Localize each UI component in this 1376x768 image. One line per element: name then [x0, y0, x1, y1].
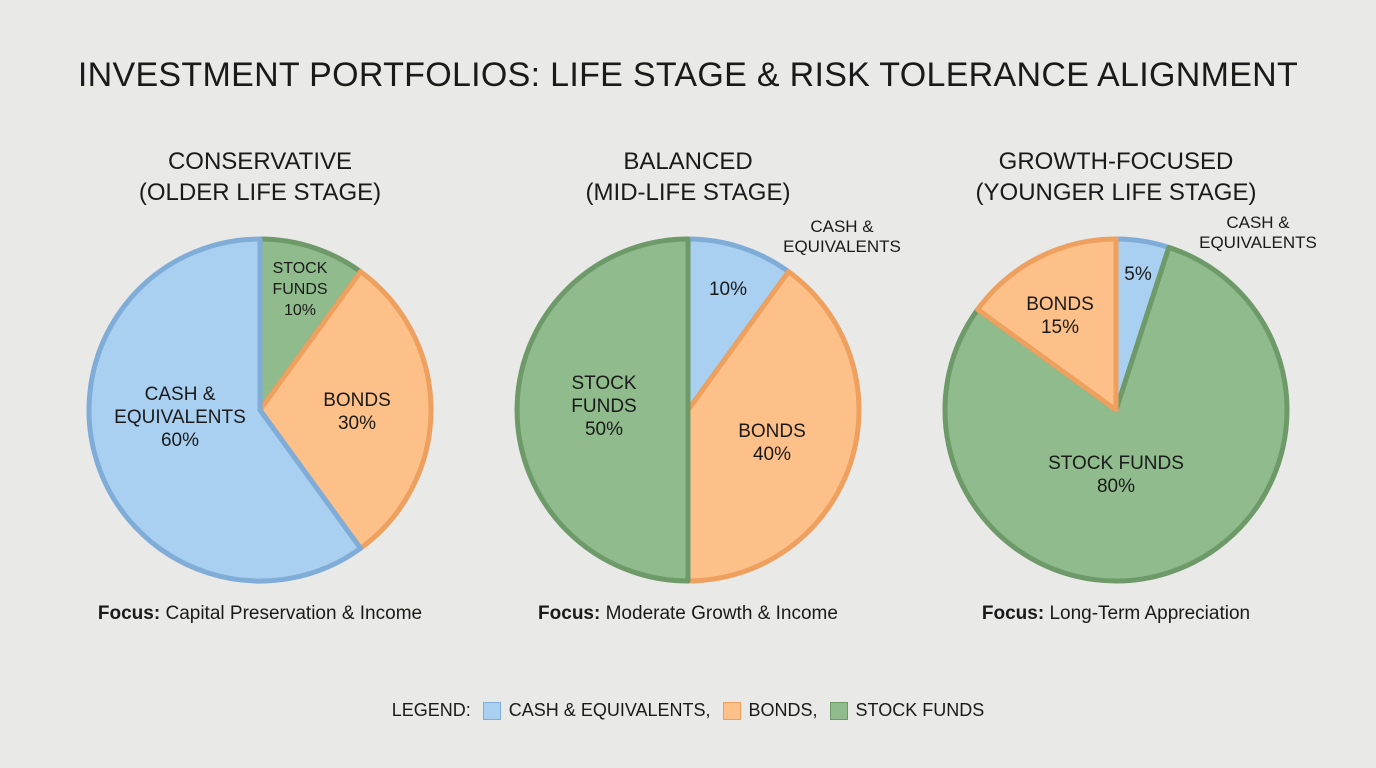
slice-label-stock: STOCK FUNDS	[1048, 453, 1184, 474]
slice-value-stock: 10%	[284, 302, 316, 319]
slice-value-cash: 60%	[161, 430, 199, 451]
focus-conservative: Focus: Capital Preservation & Income	[97, 603, 423, 624]
slice-label-cash: CASH &	[1226, 213, 1290, 232]
slice-label-cash: CASH &	[810, 217, 874, 236]
slice-value-cash: 5%	[1124, 264, 1152, 285]
legend-item-stock: STOCK FUNDS	[855, 700, 985, 720]
pie-title-conservative: CONSERVATIVE (OLDER LIFE STAGE)	[138, 148, 382, 206]
pie-slice-cash	[86, 236, 364, 584]
legend-swatch-cash	[482, 701, 501, 720]
legend-swatch-bonds	[722, 701, 741, 720]
slice-label-stock: FUNDS	[571, 396, 636, 417]
slice-value-bonds: 40%	[753, 444, 791, 465]
slice-value-stock: 50%	[585, 419, 623, 440]
slice-value-stock: 80%	[1097, 476, 1135, 497]
pie-slice-stock	[942, 244, 1290, 584]
focus-growth: Focus: Long-Term Appreciation	[981, 603, 1251, 624]
slice-label-stock: STOCK	[273, 260, 328, 277]
pie-slice-stock	[257, 236, 364, 413]
legend-label: LEGEND:	[391, 700, 471, 720]
slice-value-bonds: 15%	[1041, 317, 1079, 338]
legend-swatch-stock	[829, 701, 848, 720]
legend-item-cash: CASH & EQUIVALENTS,	[508, 700, 711, 720]
slice-label-cash: EQUIVALENTS	[114, 407, 246, 428]
slice-label-cash: EQUIVALENTS	[783, 237, 901, 256]
slice-label-bonds: BONDS	[738, 421, 806, 442]
slice-label-bonds: BONDS	[1026, 294, 1094, 315]
focus-balanced: Focus: Moderate Growth & Income	[538, 603, 838, 624]
slice-value-bonds: 30%	[338, 413, 376, 434]
pie-title-balanced: BALANCED (MID-LIFE STAGE)	[585, 148, 791, 206]
legend-item-bonds: BONDS,	[748, 700, 818, 720]
pie-slice-cash	[685, 236, 792, 413]
chart-title: INVESTMENT PORTFOLIOS: LIFE STAGE & RISK…	[77, 56, 1299, 94]
slice-label-cash: CASH &	[145, 384, 216, 405]
pie-slice-bonds	[685, 269, 862, 584]
pie-slice-bonds	[975, 236, 1119, 413]
slice-value-cash: 10%	[709, 279, 747, 300]
slice-label-bonds: BONDS	[323, 390, 391, 411]
slice-label-stock: FUNDS	[272, 281, 327, 298]
pie-title-growth: GROWTH-FOCUSED (YOUNGER LIFE STAGE)	[975, 148, 1257, 206]
slice-label-stock: STOCK	[571, 373, 636, 394]
slice-label-cash: EQUIVALENTS	[1199, 233, 1317, 252]
pie-slice-bonds	[257, 269, 434, 551]
legend: LEGEND: CASH & EQUIVALENTS, BONDS, STOCK…	[0, 700, 1376, 721]
pie-slice-stock	[514, 236, 691, 584]
